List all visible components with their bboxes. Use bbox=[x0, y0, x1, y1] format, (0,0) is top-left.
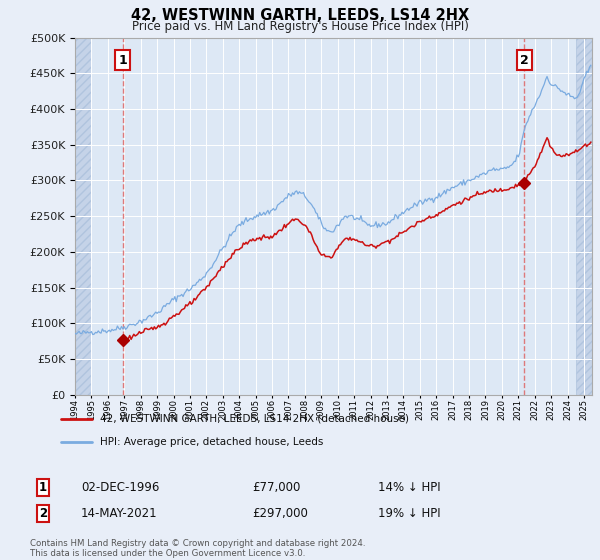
Text: 42, WESTWINN GARTH, LEEDS, LS14 2HX (detached house): 42, WESTWINN GARTH, LEEDS, LS14 2HX (det… bbox=[100, 414, 409, 424]
Text: £297,000: £297,000 bbox=[252, 507, 308, 520]
Text: 42, WESTWINN GARTH, LEEDS, LS14 2HX: 42, WESTWINN GARTH, LEEDS, LS14 2HX bbox=[131, 8, 469, 23]
Text: 2: 2 bbox=[39, 507, 47, 520]
Text: Price paid vs. HM Land Registry's House Price Index (HPI): Price paid vs. HM Land Registry's House … bbox=[131, 20, 469, 33]
Text: 2: 2 bbox=[520, 54, 529, 67]
Bar bbox=[576, 38, 592, 395]
Text: 14-MAY-2021: 14-MAY-2021 bbox=[81, 507, 158, 520]
Text: 02-DEC-1996: 02-DEC-1996 bbox=[81, 480, 160, 494]
Text: £77,000: £77,000 bbox=[252, 480, 301, 494]
Text: Contains HM Land Registry data © Crown copyright and database right 2024.
This d: Contains HM Land Registry data © Crown c… bbox=[30, 539, 365, 558]
Text: 19% ↓ HPI: 19% ↓ HPI bbox=[378, 507, 440, 520]
Text: HPI: Average price, detached house, Leeds: HPI: Average price, detached house, Leed… bbox=[100, 437, 323, 447]
Text: 1: 1 bbox=[39, 480, 47, 494]
Bar bbox=[75, 38, 91, 395]
Text: 1: 1 bbox=[119, 54, 127, 67]
Text: 14% ↓ HPI: 14% ↓ HPI bbox=[378, 480, 440, 494]
